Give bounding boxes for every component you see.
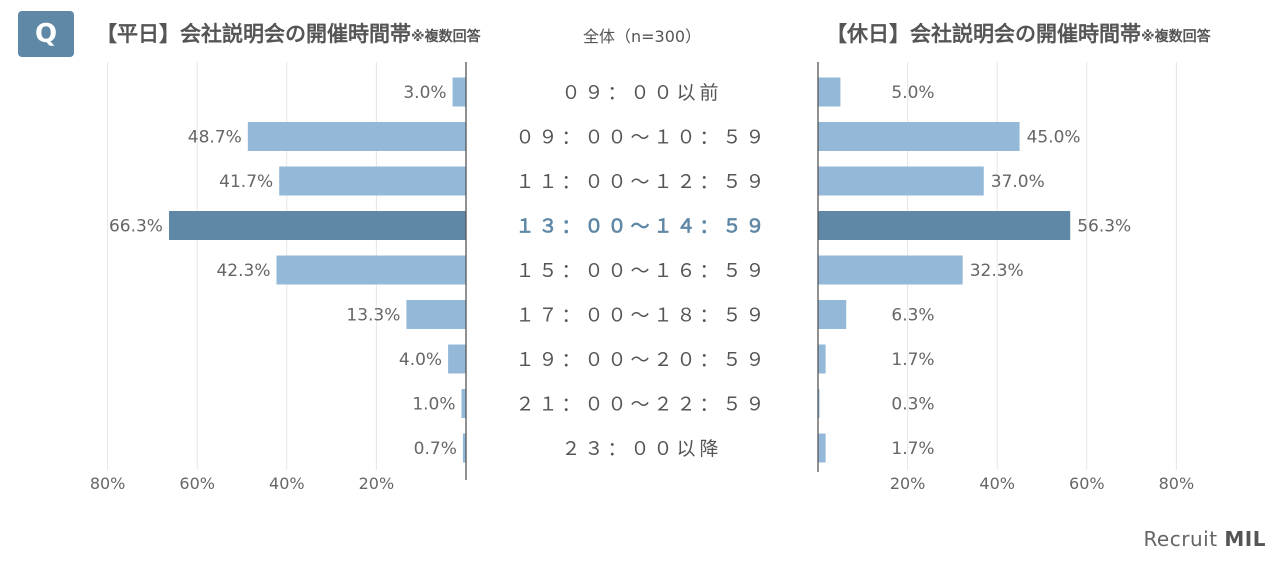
holiday-title-text: 【休日】会社説明会の開催時間帯 — [826, 22, 1141, 46]
brand-suffix: MIL — [1224, 527, 1266, 551]
holiday-data-label: 6.3% — [891, 306, 934, 326]
weekday-bar — [448, 344, 466, 374]
holiday-data-label: 5.0% — [891, 83, 934, 103]
weekday-bar — [452, 77, 466, 107]
holiday-bar — [818, 344, 826, 374]
weekday-tick-label: 20% — [359, 474, 395, 493]
holiday-data-label: 0.3% — [891, 395, 934, 415]
holiday-bar — [818, 255, 963, 285]
holiday-tick-label: 40% — [979, 474, 1015, 493]
holiday-data-label: 45.0% — [1027, 128, 1081, 148]
holiday-bar — [818, 433, 826, 463]
holiday-bar — [818, 300, 847, 329]
holiday-data-label: 37.0% — [991, 172, 1045, 192]
weekday-title-text: 【平日】会社説明会の開催時間帯 — [96, 22, 411, 46]
time-slot-label: ２１：００〜２２：５９ — [515, 394, 768, 416]
weekday-bar — [461, 389, 466, 418]
weekday-data-label: 3.0% — [403, 83, 446, 103]
weekday-data-label: 1.0% — [412, 395, 455, 415]
weekday-note: ※複数回答 — [411, 29, 481, 45]
holiday-bar — [818, 122, 1020, 151]
time-slot-label: １５：００〜１６：５９ — [515, 260, 768, 282]
weekday-bar — [462, 433, 466, 463]
time-slot-label: ０９：００〜１０：５９ — [515, 127, 768, 149]
holiday-data-label: 32.3% — [970, 261, 1024, 281]
weekday-data-label: 4.0% — [399, 350, 442, 370]
time-slot-label: １７：００〜１８：５９ — [515, 305, 768, 327]
weekday-tick-label: 80% — [90, 474, 126, 493]
holiday-tick-label: 80% — [1159, 474, 1195, 493]
holiday-title: 【休日】会社説明会の開催時間帯※複数回答 — [826, 18, 1211, 48]
time-slot-label: １９：００〜２０：５９ — [515, 349, 768, 371]
weekday-data-label: 13.3% — [346, 306, 400, 326]
holiday-note: ※複数回答 — [1141, 29, 1211, 45]
weekday-title: 【平日】会社説明会の開催時間帯※複数回答 — [96, 18, 481, 48]
holiday-bar — [818, 166, 984, 196]
weekday-tick-label: 60% — [179, 474, 215, 493]
question-badge: Q — [18, 11, 74, 57]
holiday-data-label: 56.3% — [1077, 217, 1131, 237]
recruit-mil-logo: Recruit MIL — [1143, 527, 1266, 551]
time-slot-label: ２３：００以降 — [561, 438, 722, 460]
weekday-data-label: 41.7% — [219, 172, 273, 192]
holiday-tick-label: 60% — [1069, 474, 1105, 493]
weekday-bar — [247, 122, 466, 151]
holiday-bar — [818, 77, 841, 107]
weekday-data-label: 66.3% — [109, 217, 163, 237]
weekday-bar — [276, 255, 466, 285]
holiday-bar — [818, 389, 820, 418]
holiday-tick-label: 20% — [890, 474, 926, 493]
holiday-bar — [818, 211, 1071, 240]
weekday-bar — [406, 300, 466, 329]
weekday-tick-label: 40% — [269, 474, 305, 493]
weekday-bar — [168, 211, 466, 240]
time-slot-label: ０９：００以前 — [561, 82, 722, 104]
brand-name: Recruit — [1143, 527, 1218, 551]
weekday-data-label: 42.3% — [216, 261, 270, 281]
time-slot-label: １３：００〜１４：５９ — [515, 216, 768, 238]
sample-size-label: 全体（n=300） — [583, 27, 702, 46]
holiday-data-label: 1.7% — [891, 350, 934, 370]
weekday-bar — [279, 166, 466, 196]
weekday-data-label: 0.7% — [414, 439, 457, 459]
time-slot-label: １１：００〜１２：５９ — [515, 171, 768, 193]
holiday-data-label: 1.7% — [891, 439, 934, 459]
weekday-data-label: 48.7% — [188, 128, 242, 148]
